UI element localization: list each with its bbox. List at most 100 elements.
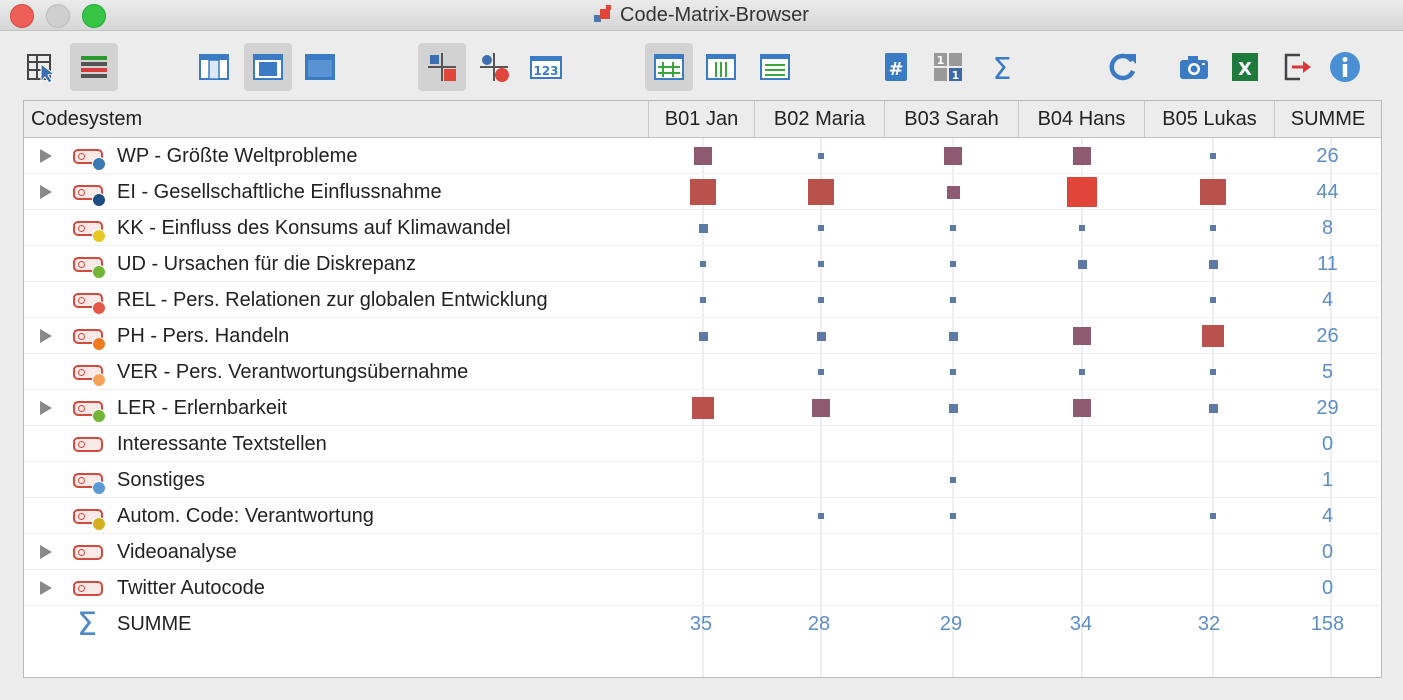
- column-header-2[interactable]: B02 Maria: [754, 101, 884, 137]
- matrix-row[interactable]: KK - Einfluss des Konsums auf Klimawande…: [24, 210, 1381, 246]
- matrix-cell-square[interactable]: [700, 261, 706, 267]
- numbers-123-icon: 123: [529, 50, 563, 84]
- matrix-cell-square[interactable]: [946, 185, 960, 199]
- matrix-cell-square[interactable]: [818, 261, 824, 267]
- green-red-bars-button[interactable]: [70, 43, 118, 91]
- matrix-cell-square[interactable]: [690, 179, 716, 205]
- matrix-cell-square[interactable]: [1210, 369, 1216, 375]
- window-title: Code-Matrix-Browser: [620, 4, 809, 26]
- matrix-cell-square[interactable]: [692, 397, 714, 419]
- matrix-cell-square[interactable]: [700, 297, 706, 303]
- matrix-cell-square[interactable]: [818, 513, 824, 519]
- column-header-3[interactable]: B03 Sarah: [884, 101, 1018, 137]
- expand-triangle-icon[interactable]: [40, 545, 52, 559]
- sigma-button[interactable]: Σ: [978, 43, 1026, 91]
- matrix-cell-square[interactable]: [698, 331, 708, 341]
- columns-view-button[interactable]: [697, 43, 745, 91]
- excel-button[interactable]: X: [1221, 43, 1269, 91]
- expand-triangle-icon[interactable]: [40, 401, 52, 415]
- expand-triangle-icon[interactable]: [40, 185, 52, 199]
- matrix-cell-square[interactable]: [1079, 225, 1085, 231]
- matrix-cell-square[interactable]: [1073, 399, 1091, 417]
- info-icon: [1328, 50, 1362, 84]
- sum-column-header[interactable]: SUMME: [1274, 101, 1381, 137]
- matrix-cell-square[interactable]: [1200, 179, 1226, 205]
- matrix-cell-square[interactable]: [950, 261, 956, 267]
- matrix-row[interactable]: Videoanalyse 0: [24, 534, 1381, 570]
- matrix-cell-square[interactable]: [808, 179, 834, 205]
- matrix-row[interactable]: WP - Größte Weltprobleme 26: [24, 138, 1381, 174]
- columns-view-icon: [704, 50, 738, 84]
- rows-view-button[interactable]: [751, 43, 799, 91]
- matrix-cell-square[interactable]: [698, 223, 708, 233]
- matrix-cell-square[interactable]: [1202, 325, 1224, 347]
- code-tag-icon: [73, 541, 107, 567]
- matrix-cell-square[interactable]: [950, 225, 956, 231]
- column-header-1[interactable]: B01 Jan: [648, 101, 754, 137]
- info-button[interactable]: [1321, 43, 1369, 91]
- expand-triangle-icon[interactable]: [40, 329, 52, 343]
- layout-window-1-button[interactable]: [190, 43, 238, 91]
- symbol-squares-button[interactable]: [418, 43, 466, 91]
- row-sum-value: 26: [1316, 325, 1339, 347]
- matrix-cell-square[interactable]: [1208, 259, 1218, 269]
- code-label: REL - Pers. Relationen zur globalen Entw…: [117, 289, 548, 311]
- codesystem-column-header[interactable]: Codesystem: [31, 108, 143, 130]
- matrix-cell-square[interactable]: [950, 369, 956, 375]
- matrix-row[interactable]: EI - Gesellschaftliche Einflussnahme 44: [24, 174, 1381, 210]
- layout-window-2-button[interactable]: [244, 43, 292, 91]
- matrix-cell-square[interactable]: [948, 403, 958, 413]
- matrix-cell-square[interactable]: [948, 331, 958, 341]
- matrix-cell-square[interactable]: [694, 147, 712, 165]
- close-window-button[interactable]: [10, 4, 34, 28]
- matrix-cell-square[interactable]: [1210, 513, 1216, 519]
- matrix-row[interactable]: Interessante Textstellen 0: [24, 426, 1381, 462]
- column-header-4[interactable]: B04 Hans: [1018, 101, 1144, 137]
- code-tag-icon: [73, 325, 107, 351]
- expand-triangle-icon[interactable]: [40, 149, 52, 163]
- matrix-row[interactable]: Twitter Autocode 0: [24, 570, 1381, 606]
- matrix-cell-square[interactable]: [1079, 369, 1085, 375]
- grid-table-button[interactable]: [645, 43, 693, 91]
- matrix-cell-square[interactable]: [1073, 147, 1091, 165]
- matrix-row[interactable]: LER - Erlernbarkeit 29: [24, 390, 1381, 426]
- export-button[interactable]: [1273, 43, 1321, 91]
- matrix-cell-square[interactable]: [944, 147, 962, 165]
- numbers-123-button[interactable]: 123: [522, 43, 570, 91]
- matrix-cell-square[interactable]: [950, 513, 956, 519]
- refresh-button[interactable]: [1099, 43, 1147, 91]
- matrix-cell-square[interactable]: [812, 399, 830, 417]
- matrix-cell-square[interactable]: [818, 369, 824, 375]
- hash-button[interactable]: #: [872, 43, 920, 91]
- zoom-window-button[interactable]: [82, 4, 106, 28]
- camera-button[interactable]: [1170, 43, 1218, 91]
- matrix-cell-square[interactable]: [816, 331, 826, 341]
- code-label: Videoanalyse: [117, 541, 237, 563]
- matrix-row[interactable]: PH - Pers. Handeln 26: [24, 318, 1381, 354]
- matrix-cell-square[interactable]: [1067, 177, 1097, 207]
- matrix-cell-square[interactable]: [1208, 403, 1218, 413]
- matrix-row[interactable]: REL - Pers. Relationen zur globalen Entw…: [24, 282, 1381, 318]
- matrix-row[interactable]: Sonstiges 1: [24, 462, 1381, 498]
- layout-window-3-button[interactable]: [296, 43, 344, 91]
- matrix-cell-square[interactable]: [818, 225, 824, 231]
- matrix-cell-square[interactable]: [1210, 297, 1216, 303]
- matrix-cell-square[interactable]: [1073, 327, 1091, 345]
- matrix-row[interactable]: Autom. Code: Verantwortung 4: [24, 498, 1381, 534]
- matrix-cell-square[interactable]: [818, 297, 824, 303]
- matrix-cell-square[interactable]: [1077, 259, 1087, 269]
- select-codes-button[interactable]: [18, 43, 66, 91]
- matrix-cell-square[interactable]: [950, 477, 956, 483]
- matrix-cell-square[interactable]: [818, 153, 824, 159]
- expand-triangle-icon[interactable]: [40, 581, 52, 595]
- column-total-value: 29: [939, 613, 963, 635]
- symbol-circles-button[interactable]: [470, 43, 518, 91]
- matrix-cell-square[interactable]: [1210, 225, 1216, 231]
- matrix-cell-square[interactable]: [950, 297, 956, 303]
- minimize-window-button[interactable]: [46, 4, 70, 28]
- column-header-5[interactable]: B05 Lukas: [1144, 101, 1274, 137]
- matrix-row[interactable]: VER - Pers. Verantwortungsübernahme 5: [24, 354, 1381, 390]
- matrix-row[interactable]: UD - Ursachen für die Diskrepanz 11: [24, 246, 1381, 282]
- matrix-cell-square[interactable]: [1210, 153, 1216, 159]
